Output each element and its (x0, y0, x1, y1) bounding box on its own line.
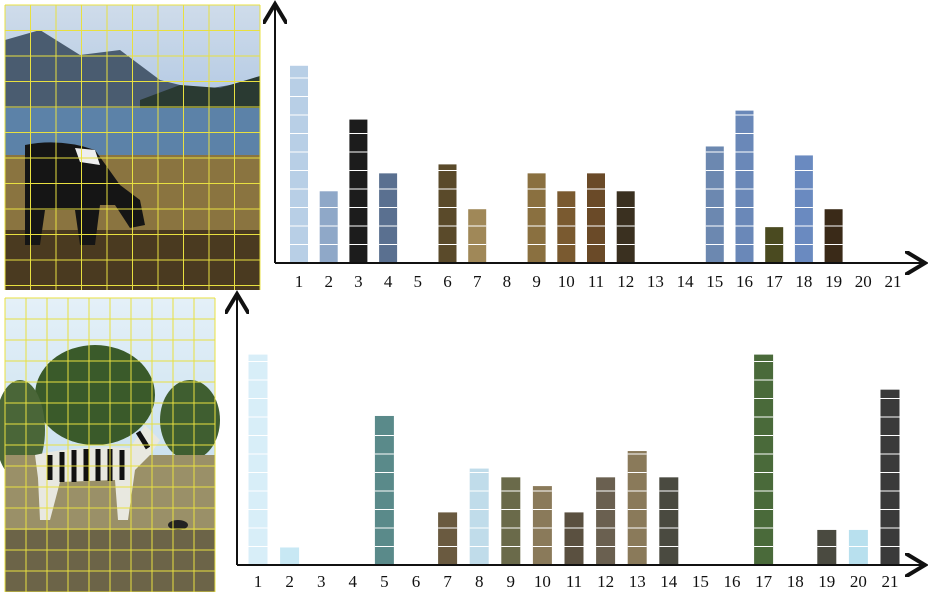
x-tick-label: 14 (660, 572, 678, 591)
bar (817, 530, 836, 565)
x-tick-label: 21 (882, 572, 899, 591)
bar (706, 146, 724, 263)
zebra-photo (0, 298, 220, 592)
x-tick-label: 11 (566, 572, 582, 591)
x-tick-label: 20 (850, 572, 867, 591)
x-tick-label: 17 (755, 572, 773, 591)
bar (249, 355, 268, 565)
bar (375, 416, 394, 565)
x-tick-label: 5 (380, 572, 389, 591)
x-tick-label: 21 (885, 272, 902, 291)
x-tick-label: 10 (534, 572, 551, 591)
bar (557, 191, 575, 263)
bar (528, 173, 546, 263)
x-tick-label: 3 (354, 272, 363, 291)
figure: 1234567891011121314151617181920211234567… (0, 0, 928, 592)
x-tick-label: 1 (254, 572, 263, 591)
x-tick-label: 12 (617, 272, 634, 291)
bar (849, 530, 868, 565)
x-tick-label: 14 (677, 272, 695, 291)
x-tick-label: 11 (588, 272, 604, 291)
x-tick-label: 16 (724, 572, 741, 591)
bar (439, 164, 457, 263)
bar (881, 390, 900, 565)
bar (795, 155, 813, 263)
bar (617, 191, 635, 263)
x-tick-label: 16 (736, 272, 753, 291)
x-tick-label: 10 (558, 272, 575, 291)
x-tick-label: 13 (629, 572, 646, 591)
x-tick-label: 4 (384, 272, 393, 291)
x-tick-label: 18 (787, 572, 804, 591)
x-tick-label: 6 (412, 572, 421, 591)
x-tick-label: 8 (475, 572, 484, 591)
x-tick-label: 7 (473, 272, 482, 291)
bar (501, 477, 520, 565)
bar (754, 355, 773, 565)
bar (280, 547, 299, 565)
x-tick-label: 2 (285, 572, 294, 591)
x-tick-label: 9 (507, 572, 516, 591)
x-tick-label: 7 (443, 572, 452, 591)
bar (290, 66, 308, 263)
bar (349, 120, 367, 263)
x-tick-label: 19 (825, 272, 842, 291)
bar (596, 477, 615, 565)
bar (379, 173, 397, 263)
bar (628, 451, 647, 565)
bar (438, 512, 457, 565)
x-tick-label: 8 (503, 272, 512, 291)
bar (320, 191, 338, 263)
bar (468, 209, 486, 263)
x-tick-label: 6 (443, 272, 452, 291)
x-tick-label: 15 (692, 572, 709, 591)
x-tick-label: 9 (532, 272, 541, 291)
x-tick-label: 15 (706, 272, 723, 291)
bar (533, 486, 552, 565)
bar (470, 469, 489, 565)
x-tick-label: 4 (349, 572, 358, 591)
bar (765, 227, 783, 263)
x-tick-label: 12 (597, 572, 614, 591)
bar (565, 512, 584, 565)
cow-photo (5, 5, 260, 290)
bar (659, 477, 678, 565)
bar (587, 173, 605, 263)
x-tick-label: 20 (855, 272, 872, 291)
x-tick-label: 19 (818, 572, 835, 591)
x-tick-label: 3 (317, 572, 326, 591)
x-tick-label: 18 (795, 272, 812, 291)
bar (825, 209, 843, 263)
x-tick-label: 17 (766, 272, 784, 291)
x-tick-label: 13 (647, 272, 664, 291)
x-tick-label: 2 (324, 272, 333, 291)
x-tick-label: 1 (295, 272, 304, 291)
x-tick-label: 5 (414, 272, 423, 291)
